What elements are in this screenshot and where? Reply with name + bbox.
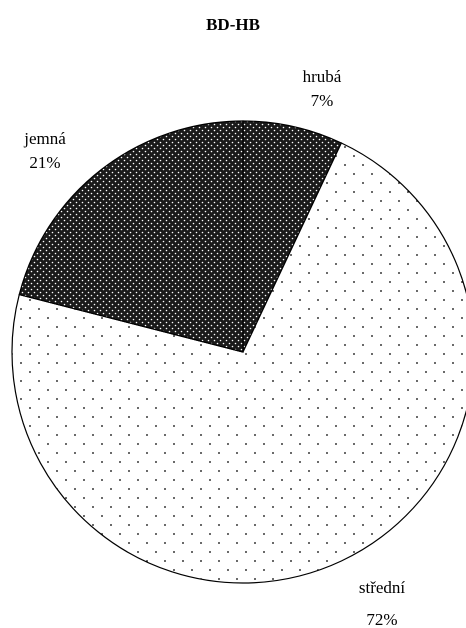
slice-value-label: 21%: [29, 153, 60, 172]
pie-labels: hrubá 7% střední 72% jemná 21%: [23, 67, 405, 628]
pie-slices: [11, 120, 466, 584]
slice-value-label: 7%: [311, 91, 334, 110]
slice-label: hrubá: [303, 67, 342, 86]
pie-slice-střední: [11, 142, 466, 584]
slice-value-label: 72%: [366, 610, 397, 628]
pie-slice-jemná: [18, 120, 244, 353]
pie-slice-hrubá: [242, 120, 343, 353]
slice-label: jemná: [23, 129, 66, 148]
chart-title: BD-HB: [206, 15, 260, 34]
slice-label: střední: [359, 578, 406, 597]
